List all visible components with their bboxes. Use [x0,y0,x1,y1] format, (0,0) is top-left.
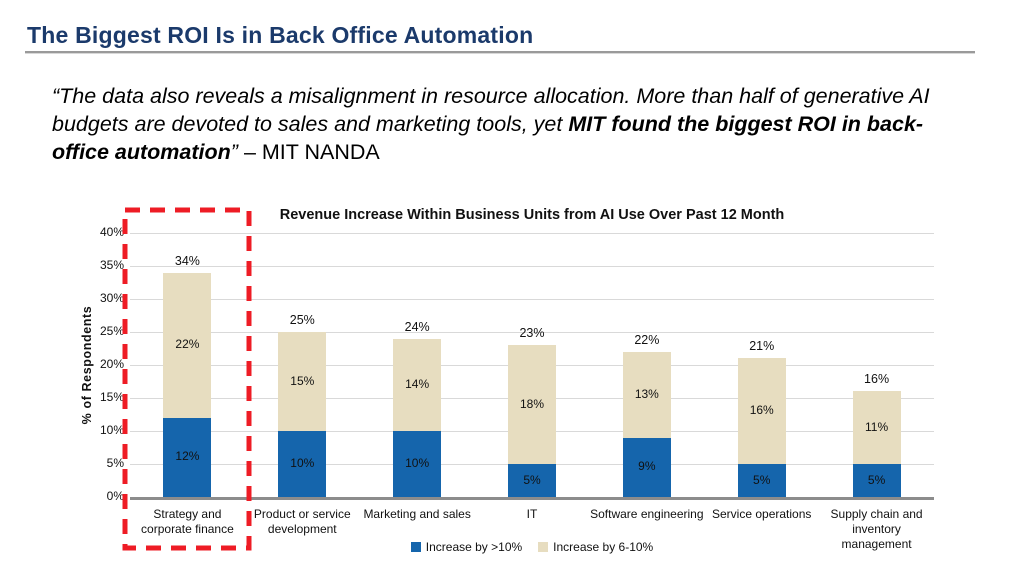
bar-segment [508,345,556,464]
y-tick-label: 10% [99,423,124,437]
bar-segment [278,431,327,497]
bar-value-label: 16% [749,403,774,418]
bar-segment [622,437,671,497]
bar-value-label: 15% [290,373,315,388]
bar-total-label: 23% [519,326,545,341]
x-category-label: Strategy and corporate finance [141,507,234,536]
bar-total-label: 34% [174,253,200,268]
legend-label: Increase by >10% [425,540,523,554]
x-category-label: Software engineering [590,507,704,521]
bar-value-label: 5% [753,472,771,487]
bar-value-label: 18% [519,396,545,411]
y-tick-label: 15% [99,390,124,404]
bar-value-label: 22% [175,337,200,352]
bar-value-label: 13% [634,386,659,401]
bar-value-label: 5% [867,472,886,487]
bar-value-label: 10% [405,456,430,470]
bar-segment [737,464,786,497]
bar-value-label: 12% [175,449,200,464]
title-underline [25,51,975,54]
y-tick-label: 5% [106,456,124,470]
x-category-label: IT [526,507,538,521]
bar-segment [278,332,327,431]
bar-segment [852,464,901,497]
bar-value-label: 14% [405,376,430,391]
bar-total-label: 16% [864,372,890,387]
bar-total-label: 21% [749,339,775,354]
y-tick-label: 25% [99,324,124,338]
x-category-label: Product or service development [253,507,351,536]
legend-label: Increase by 6-10% [553,540,654,554]
bar-total-label: 25% [289,313,315,327]
x-axis-line [130,497,934,500]
bar-segment [852,391,901,464]
chart-legend: Increase by >10% Increase by 6-10% [130,540,934,554]
gridline [130,298,934,300]
legend-item: Increase by 6-10% [538,540,653,554]
gridline [130,265,934,267]
legend-item: Increase by >10% [410,540,523,554]
bar-value-label: 9% [638,459,656,474]
quote-text: “The data also reveals a misalignment in… [52,82,964,166]
quote-attribution: – MIT NANDA [237,140,380,164]
gridline [130,331,934,333]
y-tick-label: 35% [99,258,124,272]
bar-segment [508,464,556,497]
bar-segment [393,338,442,431]
quote-opening: “The data also reveals a misalignment in… [52,84,930,136]
bar-value-label: 11% [864,419,889,434]
y-tick-label: 20% [99,357,124,371]
gridline [130,232,934,234]
bar-value-label: 5% [523,472,541,487]
legend-swatch [538,542,549,552]
y-tick-label: 0% [106,489,124,503]
quote-emphasis: MIT found the biggest ROI in back-office… [52,112,924,164]
x-category-label: Service operations [712,507,812,521]
bar-value-label: 10% [290,456,315,470]
y-tick-label: 40% [99,225,124,239]
bar-total-label: 22% [634,332,660,347]
bar-segment [393,431,442,497]
x-category-label: Supply chain and inventory management [830,507,923,551]
chart-title: Revenue Increase Within Business Units f… [279,207,785,223]
bar-total-label: 24% [404,319,430,334]
bar-segment [622,351,671,438]
y-tick-label: 30% [99,291,124,305]
legend-swatch [410,542,421,552]
bar-segment [737,358,786,464]
page-title: The Biggest ROI Is in Back Office Automa… [27,22,534,48]
quote-closing: ” [230,140,238,164]
x-category-label: Marketing and sales [363,507,471,521]
